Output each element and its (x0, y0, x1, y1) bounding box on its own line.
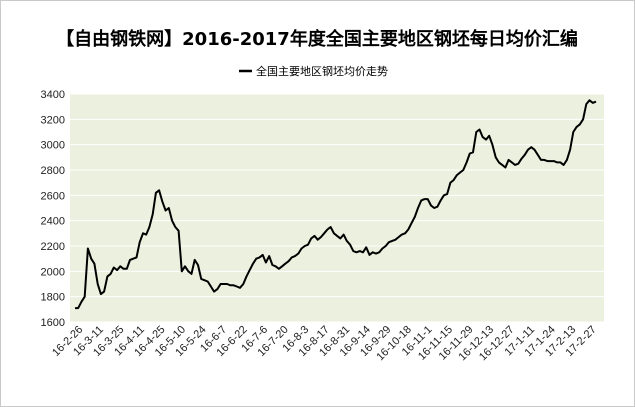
gridlines (70, 93, 604, 323)
y-tick-label: 2000 (41, 266, 65, 278)
legend-label: 全国主要地区钢坯均价走势 (256, 64, 388, 78)
y-tick-label: 2800 (41, 165, 65, 177)
y-tick-label: 3000 (41, 140, 65, 152)
x-axis-ticks: 16-2-2616-3-1116-3-2516-4-1116-4-2516-5-… (50, 324, 599, 364)
y-tick-label: 1600 (41, 317, 65, 329)
y-tick-label: 1800 (41, 292, 65, 304)
y-tick-label: 2400 (41, 216, 65, 228)
legend: 全国主要地区钢坯均价走势 (239, 64, 388, 78)
chart-title: 【自由钢铁网】2016-2017年度全国主要地区钢坯每日均价汇编 (56, 28, 578, 50)
plot-area (70, 94, 604, 322)
y-tick-label: 2600 (41, 190, 65, 202)
series-line (75, 99, 597, 310)
y-tick-label: 3400 (41, 89, 65, 101)
y-axis-ticks: 1600 1800 2000 2200 2400 2600 2800 3000 3200 3400 (41, 89, 65, 329)
y-tick-label: 2200 (41, 241, 65, 253)
y-tick-label: 3200 (41, 114, 65, 126)
